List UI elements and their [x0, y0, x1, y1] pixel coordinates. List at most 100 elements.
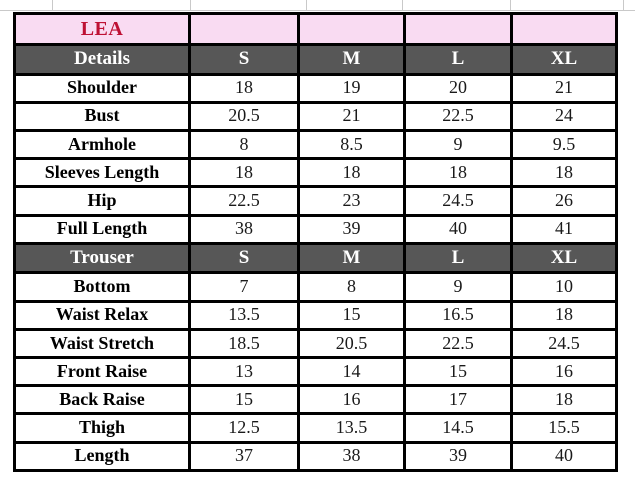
brand-row: LEA — [13, 12, 618, 46]
size-value: 26 — [510, 185, 618, 217]
table-row-waist-relax: Waist Relax 13.5 15 16.5 18 — [13, 299, 618, 331]
size-value: 18 — [403, 157, 513, 189]
table-row-shoulder: Shoulder 18 19 20 21 — [13, 72, 618, 104]
table-row-sleeves-length: Sleeves Length 18 18 18 18 — [13, 157, 618, 189]
measurement-label: Shoulder — [13, 72, 191, 104]
gridline — [190, 0, 191, 10]
size-value: 39 — [297, 213, 406, 245]
measurement-label: Waist Stretch — [13, 327, 191, 360]
table-row-full-length: Full Length 38 39 40 41 — [13, 213, 618, 245]
empty-cell — [188, 12, 300, 46]
size-value: 23 — [297, 185, 406, 217]
size-value: 14 — [297, 356, 406, 388]
size-column-header-m: M — [297, 42, 406, 76]
table-row-thigh: Thigh 12.5 13.5 14.5 15.5 — [13, 412, 618, 444]
size-column-header-s: S — [188, 241, 300, 275]
measurement-label: Hip — [13, 185, 191, 217]
measurement-label: Sleeves Length — [13, 157, 191, 189]
table-row-waist-stretch: Waist Stretch 18.5 20.5 22.5 24.5 — [13, 327, 618, 360]
table-row-bust: Bust 20.5 21 22.5 24 — [13, 100, 618, 132]
gridline — [306, 0, 307, 10]
size-value: 18 — [510, 384, 618, 416]
section-title: Details — [13, 42, 191, 76]
size-value: 18 — [188, 157, 300, 189]
size-value: 16.5 — [403, 299, 513, 331]
size-value: 24.5 — [510, 327, 618, 360]
measurement-label: Bust — [13, 100, 191, 132]
table-row-hip: Hip 22.5 23 24.5 26 — [13, 185, 618, 217]
size-value: 14.5 — [403, 412, 513, 444]
measurement-label: Waist Relax — [13, 299, 191, 331]
size-value: 18 — [188, 72, 300, 104]
size-value: 22.5 — [403, 327, 513, 360]
size-value: 15 — [188, 384, 300, 416]
size-value: 20.5 — [188, 100, 300, 132]
size-value: 9.5 — [510, 128, 618, 161]
measurement-label: Bottom — [13, 271, 191, 303]
size-column-header-xl: XL — [510, 241, 618, 275]
size-value: 15.5 — [510, 412, 618, 444]
size-value: 16 — [510, 356, 618, 388]
spreadsheet-gridline-strip — [0, 0, 635, 11]
size-value: 18.5 — [188, 327, 300, 360]
measurement-label: Front Raise — [13, 356, 191, 388]
size-value: 19 — [297, 72, 406, 104]
size-value: 12.5 — [188, 412, 300, 444]
measurement-label: Back Raise — [13, 384, 191, 416]
measurement-label: Armhole — [13, 128, 191, 161]
empty-cell — [403, 12, 513, 46]
size-value: 9 — [403, 128, 513, 161]
size-value: 39 — [403, 440, 513, 473]
section-header-row-details: Details S M L XL — [13, 42, 618, 76]
size-value: 20 — [403, 72, 513, 104]
gridline — [52, 0, 53, 10]
size-value: 37 — [188, 440, 300, 473]
size-value: 8.5 — [297, 128, 406, 161]
table-row-back-raise: Back Raise 15 16 17 18 — [13, 384, 618, 416]
size-value: 13.5 — [297, 412, 406, 444]
section-header-row-trouser: Trouser S M L XL — [13, 241, 618, 275]
size-value: 8 — [188, 128, 300, 161]
size-value: 13 — [188, 356, 300, 388]
table-row-bottom: Bottom 7 8 9 10 — [13, 271, 618, 303]
size-value: 18 — [297, 157, 406, 189]
size-column-header-s: S — [188, 42, 300, 76]
size-value: 17 — [403, 384, 513, 416]
size-value: 15 — [297, 299, 406, 331]
gridline — [510, 0, 511, 10]
size-value: 21 — [510, 72, 618, 104]
brand-label: LEA — [13, 12, 191, 46]
measurement-label: Thigh — [13, 412, 191, 444]
size-value: 8 — [297, 271, 406, 303]
size-value: 41 — [510, 213, 618, 245]
size-value: 18 — [510, 157, 618, 189]
size-value: 38 — [188, 213, 300, 245]
size-value: 40 — [403, 213, 513, 245]
size-value: 24.5 — [403, 185, 513, 217]
gridline — [402, 0, 403, 10]
size-value: 15 — [403, 356, 513, 388]
size-value: 38 — [297, 440, 406, 473]
size-value: 16 — [297, 384, 406, 416]
size-value: 20.5 — [297, 327, 406, 360]
size-value: 9 — [403, 271, 513, 303]
size-value: 7 — [188, 271, 300, 303]
size-column-header-m: M — [297, 241, 406, 275]
empty-cell — [297, 12, 406, 46]
table-row-front-raise: Front Raise 13 14 15 16 — [13, 356, 618, 388]
size-value: 22.5 — [188, 185, 300, 217]
size-column-header-xl: XL — [510, 42, 618, 76]
size-column-header-l: L — [403, 241, 513, 275]
size-chart-table: LEA Details S M L XL Shoulder 18 19 20 2… — [13, 12, 618, 473]
measurement-label: Full Length — [13, 213, 191, 245]
size-value: 22.5 — [403, 100, 513, 132]
size-value: 13.5 — [188, 299, 300, 331]
gridline — [623, 0, 624, 10]
size-value: 18 — [510, 299, 618, 331]
size-column-header-l: L — [403, 42, 513, 76]
size-value: 24 — [510, 100, 618, 132]
empty-cell — [510, 12, 618, 46]
measurement-label: Length — [13, 440, 191, 473]
size-value: 40 — [510, 440, 618, 473]
size-value: 10 — [510, 271, 618, 303]
